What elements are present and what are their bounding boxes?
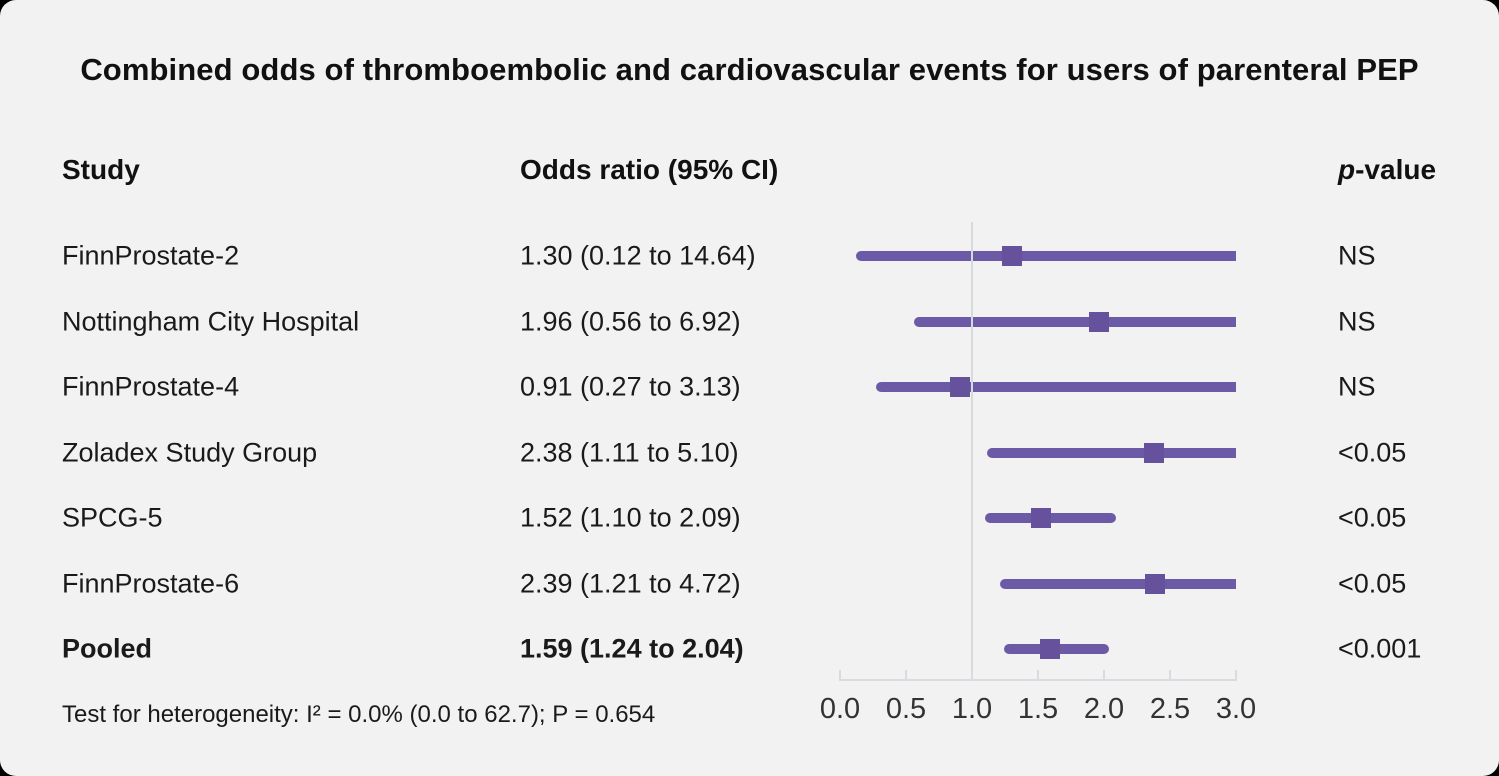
odds-ratio-value: 1.52 (1.10 to 2.09) (520, 502, 741, 533)
study-name: FinnProstate-6 (62, 568, 240, 598)
or-marker (1088, 311, 1109, 332)
x-axis-tick (1103, 670, 1105, 679)
x-axis-tick-label: 0.5 (885, 693, 927, 725)
ci-line (913, 316, 1236, 327)
ci-line (855, 251, 1236, 261)
x-axis-tick (1169, 670, 1171, 679)
column-header-study: Study (62, 154, 140, 185)
x-axis-tick-label: 2.0 (1083, 693, 1125, 725)
study-name: Pooled (62, 633, 153, 664)
odds-ratio-value: 1.30 (0.12 to 14.64) (520, 240, 756, 271)
ci-line (999, 578, 1236, 589)
p-value: <0.05 (1338, 568, 1407, 598)
chart-title: Combined odds of thromboembolic and card… (80, 52, 1419, 87)
or-marker (950, 377, 971, 397)
reference-line (971, 222, 973, 681)
or-marker (1145, 573, 1166, 594)
x-axis-tick-label: 1.0 (951, 693, 993, 725)
or-marker (1001, 246, 1022, 266)
p-value: <0.05 (1338, 502, 1407, 533)
p-value: NS (1338, 306, 1376, 336)
x-axis-tick (1235, 670, 1237, 679)
odds-ratio-value: 2.39 (1.21 to 4.72) (520, 568, 741, 598)
p-value: <0.001 (1338, 633, 1422, 664)
or-marker (1030, 508, 1051, 528)
p-value: <0.05 (1338, 437, 1407, 467)
study-name: Zoladex Study Group (62, 437, 318, 467)
p-value-header-italic-p: p (1338, 154, 1356, 185)
heterogeneity-note: Test for heterogeneity: I² = 0.0% (0.0 t… (62, 701, 656, 728)
odds-ratio-value: 1.59 (1.24 to 2.04) (520, 633, 744, 664)
ci-line (986, 447, 1236, 458)
x-axis-tick-label: 0.0 (819, 693, 861, 725)
p-value: NS (1338, 371, 1376, 402)
study-name: FinnProstate-2 (62, 240, 240, 271)
p-value: NS (1338, 240, 1376, 271)
x-axis-tick-label: 2.5 (1149, 693, 1191, 725)
ci-line (875, 382, 1236, 392)
odds-ratio-value: 2.38 (1.11 to 5.10) (520, 437, 739, 467)
x-axis-line (839, 679, 1237, 681)
x-axis-tick (905, 670, 907, 679)
odds-ratio-value: 0.91 (0.27 to 3.13) (520, 371, 741, 402)
or-marker (1144, 442, 1165, 463)
or-marker (1039, 639, 1060, 659)
odds-ratio-value: 1.96 (0.56 to 6.92) (520, 306, 741, 336)
study-name: FinnProstate-4 (62, 371, 240, 402)
study-name: SPCG-5 (62, 502, 163, 533)
x-axis-tick-label: 3.0 (1215, 693, 1257, 725)
column-header-p-value: p-value (1338, 154, 1436, 186)
x-axis-tick-label: 1.5 (1017, 693, 1059, 725)
p-value-header-rest: -value (1355, 154, 1437, 185)
x-axis-tick (1037, 670, 1039, 679)
study-name: Nottingham City Hospital (62, 306, 360, 336)
x-axis-tick (839, 670, 841, 679)
column-header-odds-ratio: Odds ratio (95% CI) (520, 154, 779, 185)
x-axis-tick (971, 670, 973, 679)
